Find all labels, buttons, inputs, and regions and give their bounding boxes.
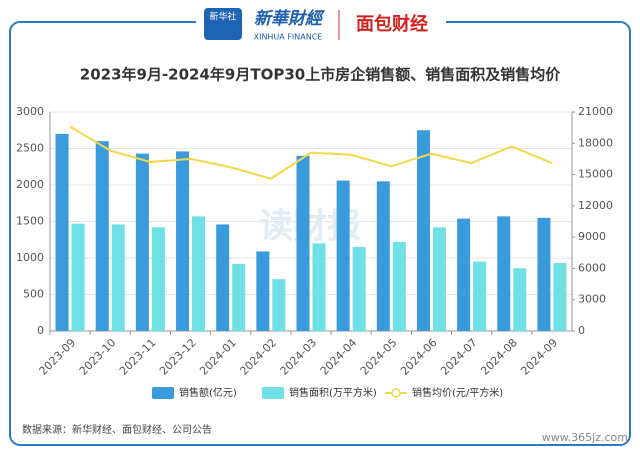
bar [192, 216, 206, 331]
bar [392, 241, 406, 331]
bar [473, 261, 487, 331]
logo-badge: 新华社 [209, 11, 236, 23]
bar [513, 268, 527, 331]
bar [256, 251, 270, 331]
legend-label: 销售额(亿元) [179, 386, 237, 399]
y2-tick-label: 9000 [578, 230, 606, 243]
legend-label: 销售均价(元/平方米) [412, 386, 503, 399]
bar [111, 224, 125, 331]
logo-cn: 新華財經 [254, 9, 325, 29]
bar [95, 141, 109, 331]
y-tick-label: 1000 [16, 251, 44, 264]
bar [457, 218, 471, 331]
legend-swatch [152, 387, 174, 399]
y-tick-label: 1500 [16, 215, 44, 228]
y-tick-label: 500 [23, 288, 44, 301]
chart-title: 2023年9月-2024年9月TOP30上市房企销售额、销售面积及销售均价 [80, 66, 561, 84]
bar [497, 216, 511, 331]
bar [272, 279, 286, 331]
bar [312, 243, 326, 331]
bar [432, 227, 446, 331]
y2-tick-label: 0 [578, 324, 585, 337]
bar [135, 153, 149, 331]
bar [296, 155, 310, 331]
bar [71, 223, 85, 331]
bar [176, 151, 190, 331]
source: 数据来源：新华财经、面包财经、公司公告 [22, 423, 212, 436]
legend-swatch [391, 388, 401, 398]
logo-en: XINHUA FINANCE [254, 33, 323, 42]
y2-tick-label: 15000 [578, 168, 613, 181]
brand2: 面包财经 [356, 13, 428, 35]
y-tick-label: 3000 [16, 105, 44, 118]
bar [553, 263, 567, 331]
bar [216, 224, 230, 331]
bar [537, 217, 551, 331]
y2-tick-label: 18000 [578, 136, 613, 149]
y-tick-label: 2000 [16, 178, 44, 191]
bar [336, 180, 350, 331]
bar [352, 247, 366, 331]
y2-tick-label: 3000 [578, 293, 606, 306]
y-tick-label: 2500 [16, 142, 44, 155]
bar [376, 181, 390, 331]
bar [151, 227, 165, 331]
line [69, 125, 553, 180]
bar [232, 263, 246, 331]
y-tick-label: 0 [37, 324, 44, 337]
y2-tick-label: 6000 [578, 261, 606, 274]
logo-icon [204, 8, 242, 40]
y2-tick-label: 21000 [578, 105, 613, 118]
legend-swatch [262, 387, 284, 399]
y2-tick-label: 12000 [578, 199, 613, 212]
bar [416, 130, 430, 331]
bar [55, 133, 69, 331]
site: www.365jz.com [542, 431, 628, 444]
legend-label: 销售面积(万平方米) [289, 386, 377, 399]
